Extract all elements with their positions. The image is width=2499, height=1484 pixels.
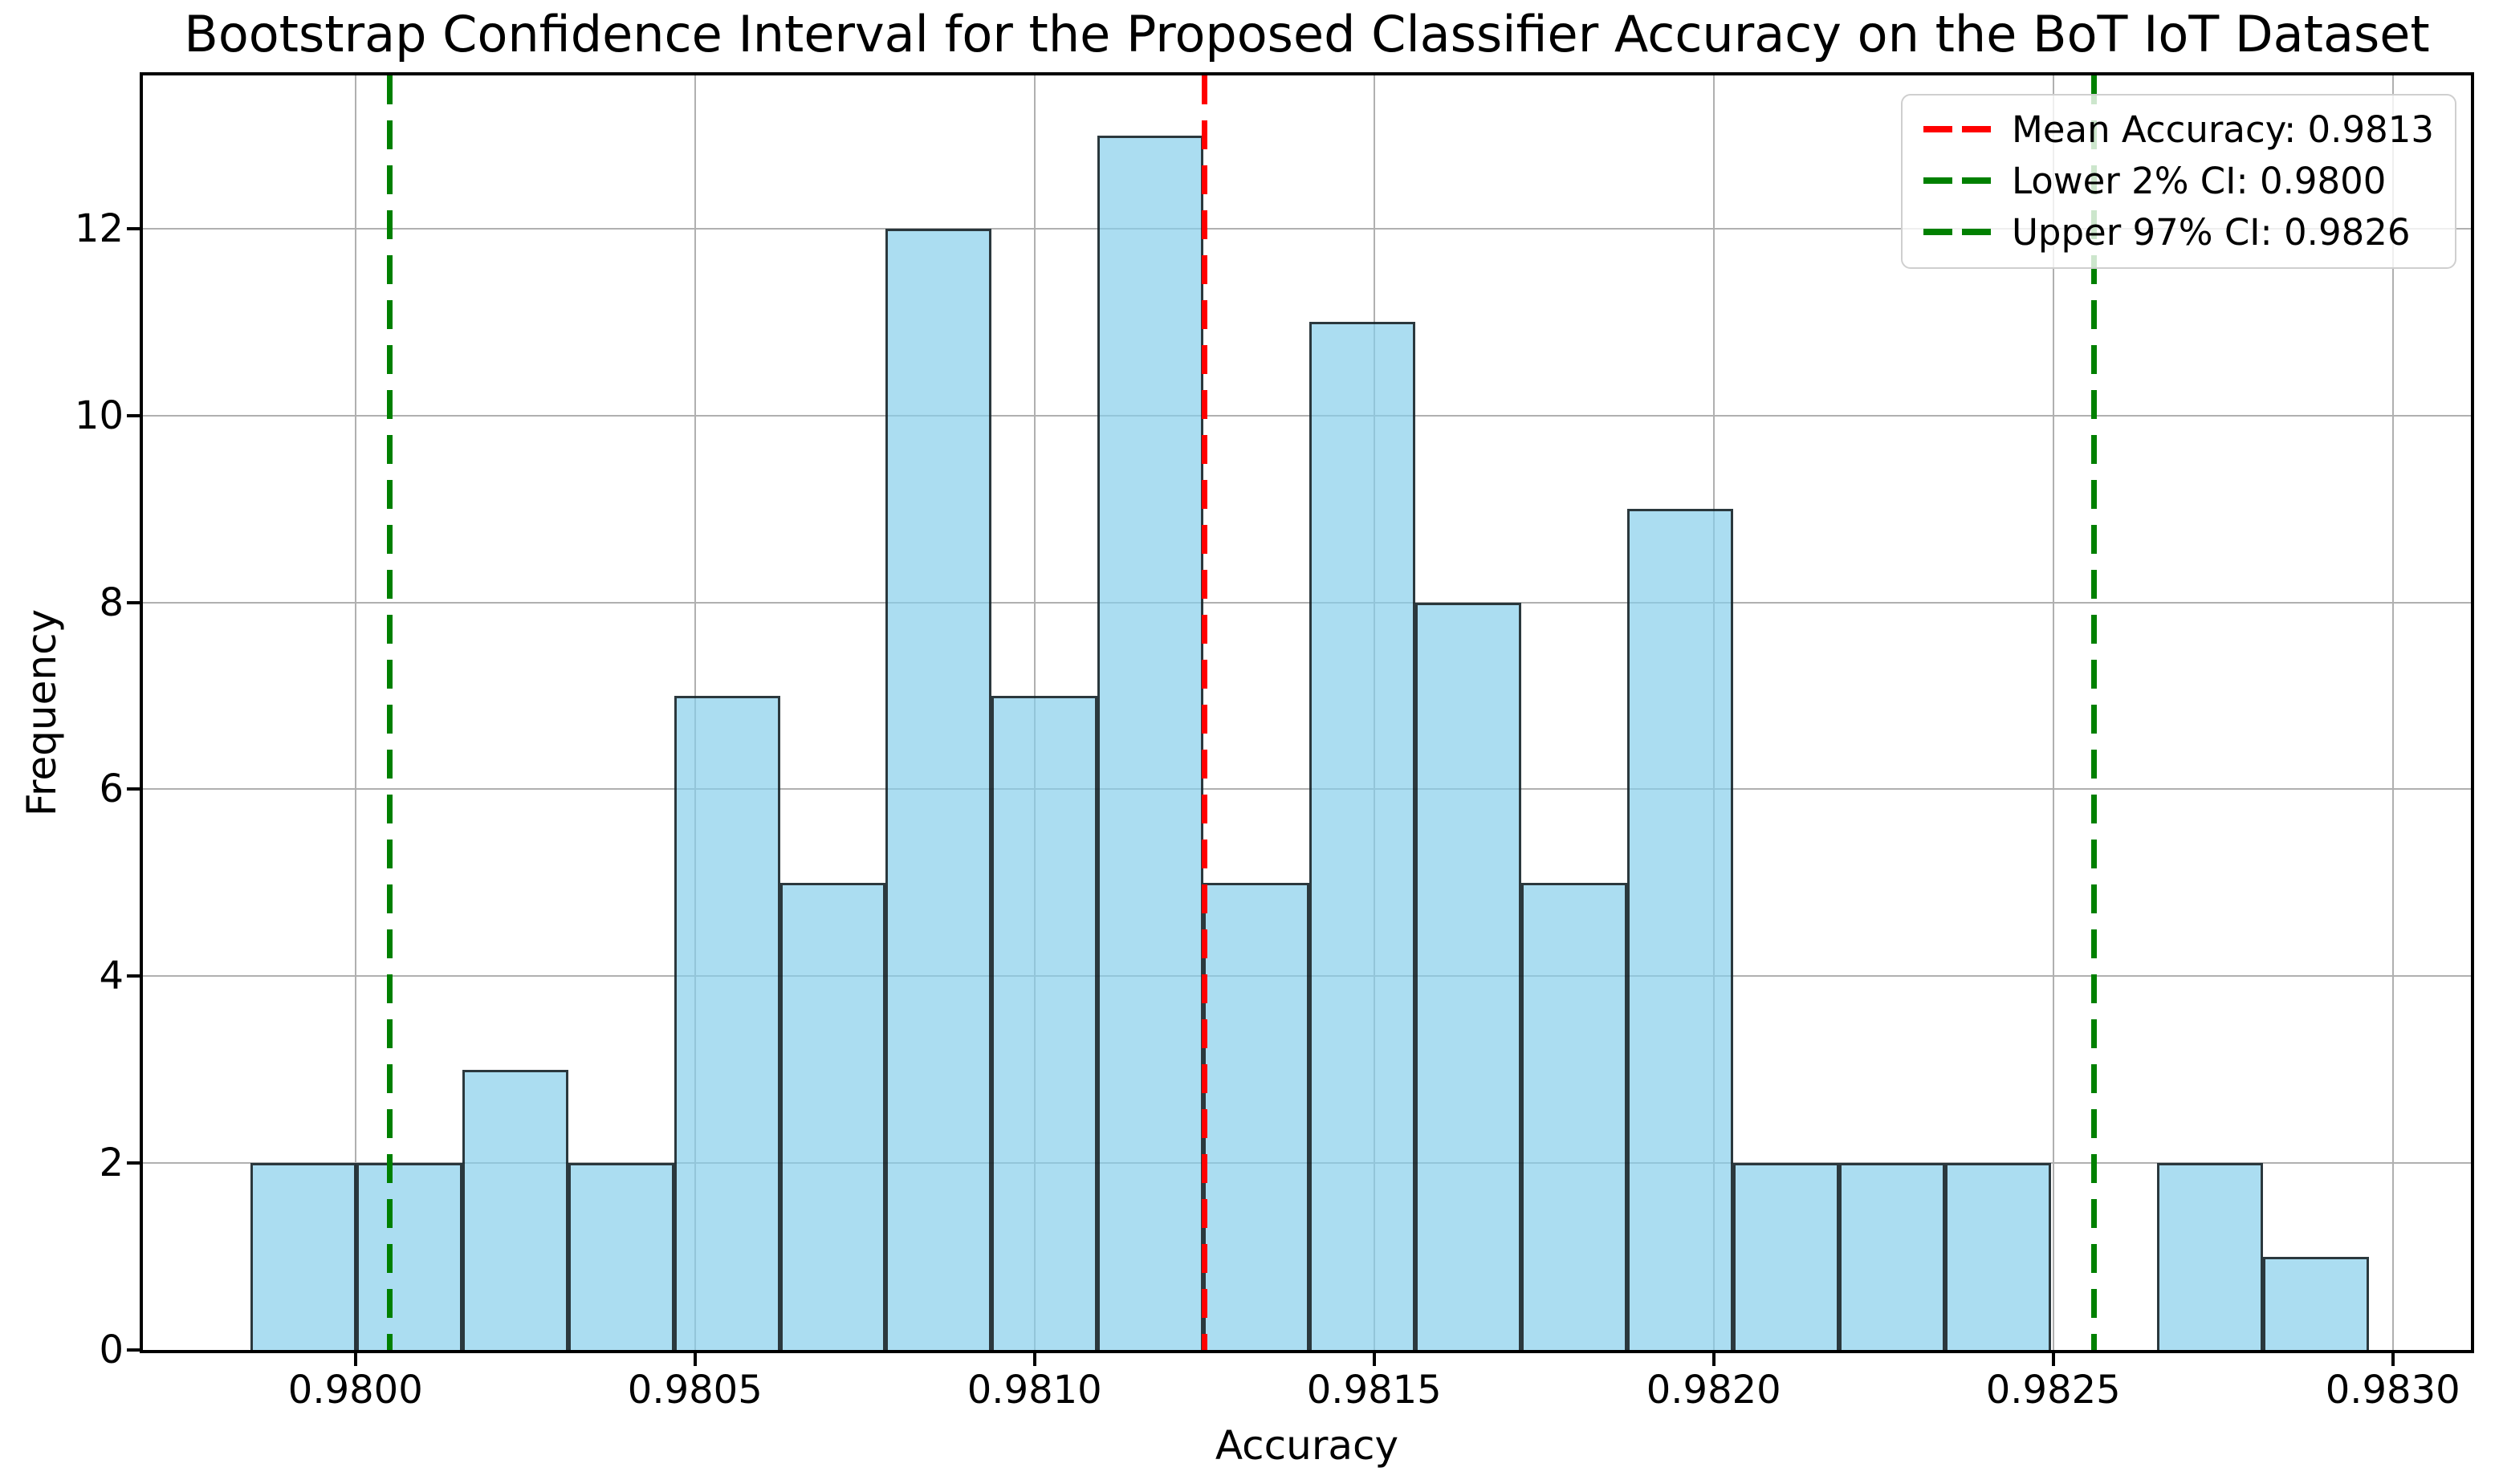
legend-label: Lower 2% CI: 0.9800 xyxy=(2011,159,2387,202)
gridline-horizontal xyxy=(143,601,2471,604)
histogram-bar xyxy=(356,1163,462,1350)
gridline-horizontal xyxy=(143,227,2471,230)
legend-item-mean: Mean Accuracy: 0.9813 xyxy=(1923,104,2434,155)
histogram-bar xyxy=(674,696,780,1350)
y-tick-mark xyxy=(127,1348,140,1352)
x-tick-label: 0.9825 xyxy=(1985,1368,2121,1413)
y-tick-label: 4 xyxy=(99,953,124,999)
x-tick-mark xyxy=(2051,1353,2055,1366)
y-tick-mark xyxy=(127,226,140,230)
histogram-bar xyxy=(1627,509,1734,1350)
x-tick-label: 0.9815 xyxy=(1306,1368,1442,1413)
histogram-bar xyxy=(1521,882,1628,1350)
chart-title: Bootstrap Confidence Interval for the Pr… xyxy=(184,5,2430,63)
y-tick-label: 6 xyxy=(99,766,124,812)
histogram-bar xyxy=(779,882,886,1350)
gridline-horizontal xyxy=(143,788,2471,791)
x-tick-label: 0.9830 xyxy=(2325,1368,2460,1413)
legend-item-lower-ci: Lower 2% CI: 0.9800 xyxy=(1923,155,2434,206)
histogram-bar xyxy=(1203,882,1310,1350)
y-tick-label: 8 xyxy=(99,579,124,625)
x-tick-label: 0.9805 xyxy=(627,1368,763,1413)
x-tick-mark xyxy=(353,1353,357,1366)
x-tick-label: 0.9820 xyxy=(1646,1368,1781,1413)
histogram-bar xyxy=(1733,1163,1840,1350)
upper-ci-line xyxy=(2090,75,2097,1350)
histogram-bar xyxy=(991,696,1098,1350)
histogram-bar xyxy=(250,1163,356,1350)
legend-dash-sample xyxy=(1923,177,1991,184)
histogram-bar xyxy=(568,1163,674,1350)
y-tick-mark xyxy=(127,974,140,978)
x-tick-mark xyxy=(1711,1353,1716,1366)
x-tick-mark xyxy=(693,1353,697,1366)
x-tick-label: 0.9800 xyxy=(287,1368,423,1413)
y-tick-label: 2 xyxy=(99,1140,124,1186)
x-tick-mark xyxy=(1032,1353,1036,1366)
y-tick-mark xyxy=(127,413,140,417)
histogram-bar xyxy=(885,228,992,1350)
y-tick-label: 0 xyxy=(99,1327,124,1372)
plot-layers xyxy=(143,75,2471,1350)
gridline-vertical xyxy=(2391,75,2394,1350)
y-tick-label: 12 xyxy=(74,205,124,251)
gridline-horizontal xyxy=(143,414,2471,417)
histogram-bar xyxy=(1309,322,1416,1350)
gridline-vertical xyxy=(2052,75,2054,1350)
legend-dash-sample xyxy=(1923,126,1991,132)
x-tick-mark xyxy=(2391,1353,2395,1366)
histogram-bar xyxy=(1839,1163,1946,1350)
legend: Mean Accuracy: 0.9813 Lower 2% CI: 0.9800… xyxy=(1900,94,2456,269)
histogram-bar xyxy=(2263,1256,2370,1350)
x-axis-label: Accuracy xyxy=(1215,1422,1399,1469)
histogram-bar xyxy=(2157,1163,2264,1350)
y-tick-mark xyxy=(127,600,140,604)
legend-label: Upper 97% CI: 0.9826 xyxy=(2011,210,2411,254)
y-tick-label: 10 xyxy=(74,392,124,438)
legend-item-upper-ci: Upper 97% CI: 0.9826 xyxy=(1923,206,2434,258)
histogram-bar xyxy=(462,1069,568,1350)
y-tick-mark xyxy=(127,1161,140,1165)
histogram-bar xyxy=(1097,135,1204,1350)
histogram-bar xyxy=(1945,1163,2052,1350)
legend-dash-sample xyxy=(1923,229,1991,235)
x-tick-label: 0.9810 xyxy=(967,1368,1102,1413)
y-tick-mark xyxy=(127,787,140,791)
x-tick-mark xyxy=(1372,1353,1376,1366)
histogram-bar xyxy=(1415,602,1522,1350)
lower-ci-line xyxy=(386,75,393,1350)
legend-label: Mean Accuracy: 0.9813 xyxy=(2011,108,2434,151)
gridline-vertical xyxy=(354,75,356,1350)
mean-line xyxy=(1201,75,1207,1350)
plot-area: Mean Accuracy: 0.9813 Lower 2% CI: 0.9800… xyxy=(140,72,2474,1353)
